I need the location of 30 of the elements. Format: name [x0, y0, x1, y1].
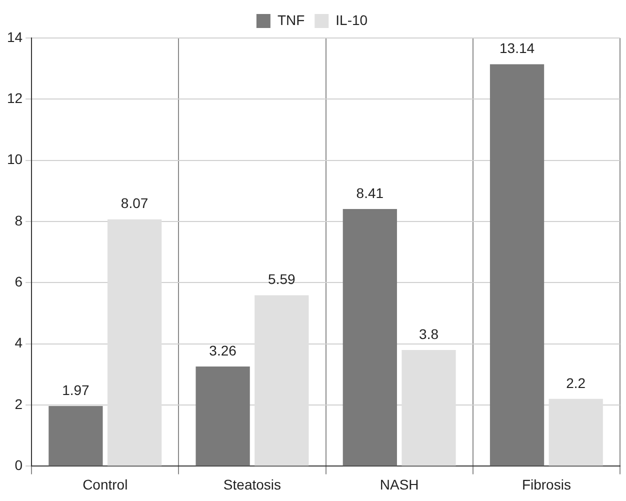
data-label: 3.26 — [209, 342, 237, 358]
y-tick-label: 6 — [14, 274, 23, 290]
legend-label: TNF — [277, 12, 305, 28]
bar — [490, 64, 544, 466]
bar — [48, 406, 103, 466]
data-label: 13.14 — [500, 40, 535, 56]
y-tick-label: 14 — [6, 28, 23, 45]
data-label: 5.59 — [268, 271, 296, 288]
y-tick-label: 0 — [14, 457, 23, 474]
data-label: 2.2 — [566, 374, 586, 391]
data-label: 3.8 — [419, 326, 439, 342]
y-tick-label: 2 — [14, 396, 23, 412]
bar — [402, 350, 456, 466]
legend-label: IL-10 — [336, 12, 368, 28]
x-tick-label: Fibrosis — [522, 476, 571, 492]
data-label: 1.97 — [62, 382, 90, 398]
y-tick-label: 10 — [6, 151, 23, 168]
data-label: 8.41 — [356, 184, 384, 201]
x-tick-label: Control — [82, 476, 128, 492]
x-tick-label: Steatosis — [223, 476, 282, 492]
bar — [107, 219, 162, 466]
x-tick-label: NASH — [380, 476, 419, 492]
y-tick-label: 8 — [14, 212, 23, 228]
data-label: 8.07 — [120, 195, 148, 212]
bar — [254, 295, 309, 466]
bar — [196, 366, 250, 466]
y-tick-label: 4 — [14, 334, 23, 351]
bar — [342, 208, 397, 466]
y-tick-label: 12 — [6, 90, 23, 106]
bar — [548, 398, 603, 466]
